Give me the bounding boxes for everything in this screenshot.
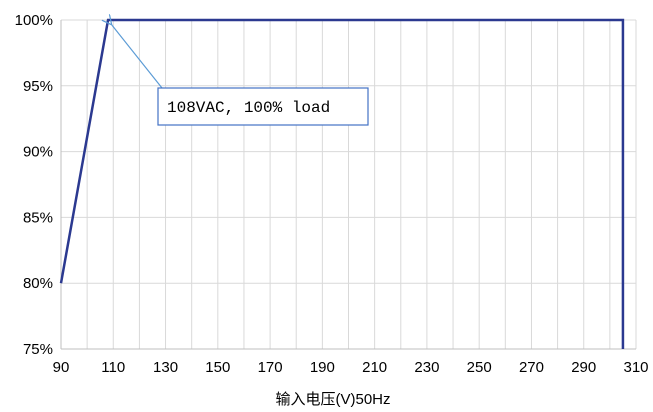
x-tick-label: 130	[153, 359, 178, 376]
x-tick-label: 230	[414, 359, 439, 376]
axes	[60, 20, 636, 350]
x-tick-label: 170	[258, 359, 283, 376]
x-tick-label: 110	[101, 359, 125, 376]
annotation-box	[157, 87, 369, 126]
y-tick-label: 75%	[23, 341, 53, 358]
y-tick-label: 100%	[15, 12, 53, 29]
tick-labels: 75% 80% 85% 90% 95% 100% 90 110 130 150 170 190 210 2…	[15, 12, 649, 376]
annotation-arrow	[111, 24, 163, 89]
y-tick-label: 80%	[23, 275, 53, 292]
y-tick-label: 95%	[23, 78, 53, 95]
x-tick-label: 310	[623, 359, 648, 376]
y-tick-label: 85%	[23, 209, 53, 226]
x-axis-title: 输入电压(V)50Hz	[275, 391, 390, 408]
x-tick-label: 210	[362, 359, 387, 376]
x-tick-label: 190	[310, 359, 335, 376]
x-tick-label: 290	[571, 359, 596, 376]
y-tick-label: 90%	[23, 144, 53, 161]
x-tick-label: 270	[519, 359, 544, 376]
x-tick-label: 150	[205, 359, 230, 376]
annotations: 108VAC, 100% load	[111, 24, 369, 126]
x-tick-label: 250	[467, 359, 492, 376]
grid	[61, 19, 637, 349]
series-line	[59, 18, 625, 349]
x-tick-label: 90	[53, 359, 70, 376]
series	[59, 18, 625, 349]
annotation-label: 108VAC, 100% load	[167, 99, 330, 117]
